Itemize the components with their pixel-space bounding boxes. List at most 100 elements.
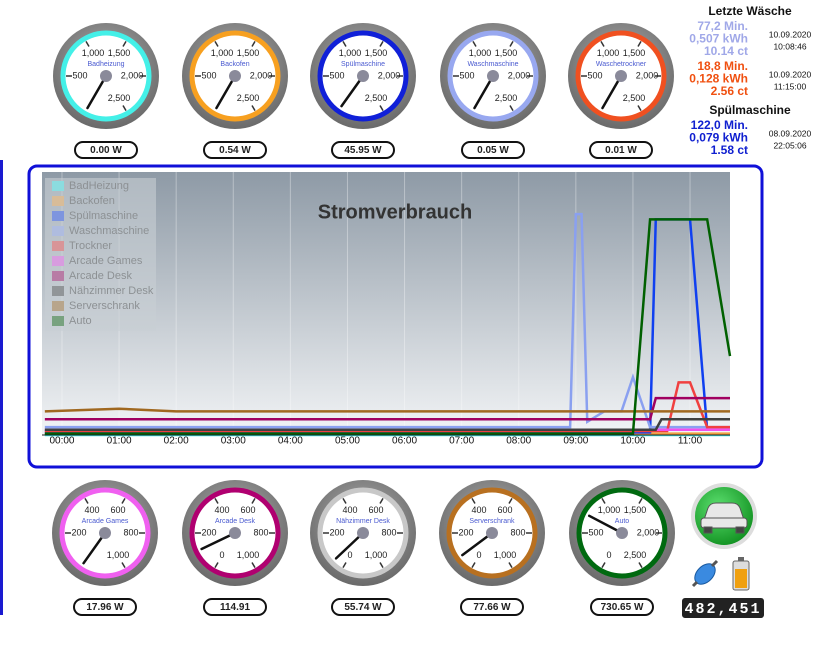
gauge-tick-label: 500	[459, 70, 474, 80]
gauge-tick-label: 1,000	[598, 505, 621, 515]
usage-value: 0,079 kWh	[689, 131, 748, 145]
gauge-tick-label: 2,500	[624, 550, 647, 560]
gauge-tick	[84, 497, 89, 504]
x-tick-label: 05:00	[335, 436, 360, 447]
gauge-tick	[638, 497, 643, 504]
gauge-tick-label: 600	[497, 505, 512, 515]
gauge-tick-label: 2,000	[636, 70, 659, 80]
usage-date: 08.09.2020	[769, 128, 812, 138]
x-tick-label: 09:00	[563, 436, 588, 447]
usage-time: 22:05:06	[773, 140, 806, 150]
gauge-name: Arcade Games	[82, 518, 129, 525]
gauge-needle	[587, 514, 624, 535]
gauge-tick-label: 400	[342, 505, 357, 515]
gauge-tick-label: 600	[368, 505, 383, 515]
series-line	[44, 381, 730, 433]
gauge-tick	[121, 497, 126, 504]
chart-title: Stromverbrauch	[318, 201, 473, 223]
gauge-tick-label: 1,500	[495, 48, 518, 58]
series-line	[44, 417, 730, 431]
gauge-tick	[637, 40, 642, 47]
gauge-tick-label: 1,000	[237, 550, 260, 560]
gauge-tick-label: 200	[458, 527, 473, 537]
usage-date: 10.09.2020	[769, 29, 812, 39]
gauge-tick	[251, 40, 256, 47]
gauge-tick-label: 2,000	[508, 70, 531, 80]
gauge-hub	[229, 70, 241, 82]
gauge-hub	[615, 70, 627, 82]
gauge-tick-label: 1,000	[339, 48, 362, 58]
gauge-tick-label: 1,000	[597, 48, 620, 58]
car-icon	[700, 502, 748, 534]
gauge-name: Waschetrockner	[596, 61, 647, 68]
gauge-tick	[508, 562, 513, 569]
gauge-tick	[214, 40, 219, 47]
gauge-tick	[251, 105, 256, 112]
meter-box	[682, 598, 764, 618]
gauge-tick	[638, 562, 643, 569]
gauge-readout: 77.66 W	[473, 602, 511, 613]
gauge-tick-label: 0	[347, 550, 352, 560]
gauge-readout-box	[203, 141, 267, 159]
gauge-tick-label: 1,000	[494, 550, 517, 560]
usage-value: 122,0 Min.	[691, 118, 748, 132]
gauge-tick	[342, 40, 347, 47]
series-line	[44, 396, 730, 421]
gauge-tick-label: 2,000	[250, 70, 273, 80]
x-tick-label: 11:00	[678, 436, 703, 447]
gauge-hub	[616, 527, 628, 539]
gauge-tick-label: 2,500	[237, 93, 260, 103]
gauge-tick-label: 800	[253, 527, 268, 537]
gauge-tick-label: 2,500	[623, 93, 646, 103]
gauge-tick-label: 1,000	[211, 48, 234, 58]
usage-value: 0,507 kWh	[689, 32, 748, 46]
gauge-tick-label: 600	[110, 505, 125, 515]
gauge-tick-label: 200	[201, 527, 216, 537]
gauge-tick-label: 2,500	[108, 93, 131, 103]
gauge-tick	[342, 497, 347, 504]
usage-value: 77,2 Min.	[697, 19, 748, 33]
gauge-tick	[379, 497, 384, 504]
gauge-tick	[85, 40, 90, 47]
gauge-hub	[99, 527, 111, 539]
plug-icon	[691, 559, 719, 588]
gauge-tick-label: 800	[381, 527, 396, 537]
gauge-name: Badheizung	[88, 61, 125, 68]
legend-box	[45, 178, 156, 331]
gauge-hub	[229, 527, 241, 539]
gauge-tick-label: 2,500	[365, 93, 388, 103]
gauge-readout: 730.65 W	[601, 602, 644, 613]
gauge-needle	[334, 531, 365, 560]
gauge-tick-label: 500	[72, 70, 87, 80]
gauge-tick-label: 0	[476, 550, 481, 560]
usage-value: 0,128 kWh	[689, 72, 748, 86]
gauge-tick-label: 2,000	[121, 70, 144, 80]
gauge-readout: 0.00 W	[90, 145, 122, 156]
gauge-tick-label: 1,500	[624, 505, 647, 515]
gauge-name: Waschmaschine	[467, 61, 518, 68]
gauge-tick-label: 600	[240, 505, 255, 515]
sidebar-title: Spülmaschine	[709, 103, 791, 117]
gauge-tick-label: 1,500	[237, 48, 260, 58]
gauge-tick	[251, 497, 256, 504]
plot-area	[42, 172, 730, 435]
gauge-name: Spülmaschine	[341, 61, 385, 68]
gauge-tick-label: 2,000	[637, 527, 660, 537]
gauge-tick	[121, 562, 126, 569]
gauge-tick-label: 800	[123, 527, 138, 537]
usage-value: 1.58 ct	[711, 143, 748, 157]
gauge-readout-box	[203, 598, 267, 616]
gauge-tick-label: 800	[510, 527, 525, 537]
gauge-tick-label: 1,000	[82, 48, 105, 58]
gauge-needle	[82, 531, 107, 565]
gauge-tick	[509, 105, 514, 112]
gauge-tick-label: 1,500	[365, 48, 388, 58]
gauge-tick-label: 400	[84, 505, 99, 515]
gauge-tick-label: 200	[71, 527, 86, 537]
meter-reading: 482,451	[684, 601, 761, 618]
usage-time: 11:15:00	[774, 81, 807, 91]
gauge-hub	[487, 70, 499, 82]
gauge-tick-label: 1,000	[469, 48, 492, 58]
